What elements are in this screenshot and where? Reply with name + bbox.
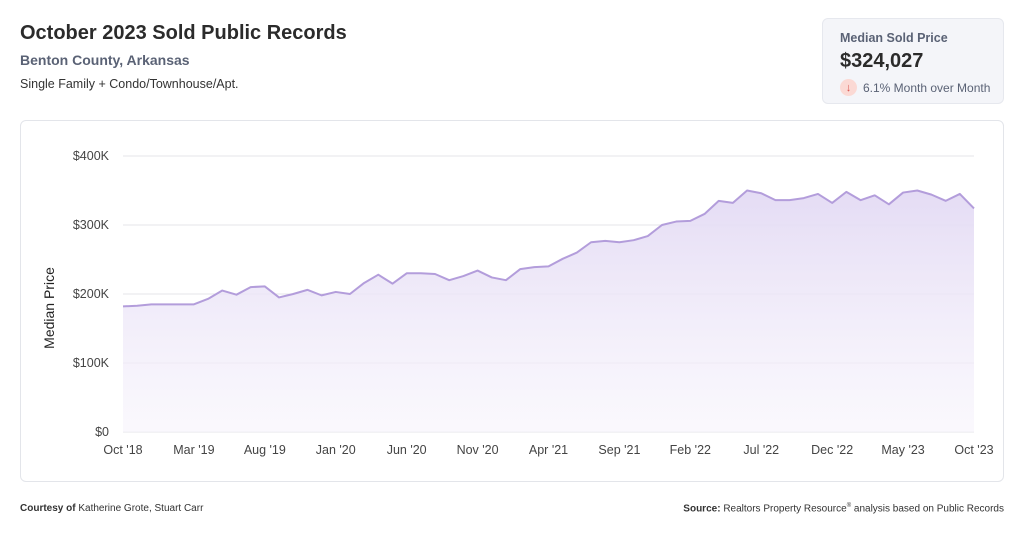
x-tick-label: May '23 bbox=[881, 443, 924, 457]
y-tick-label: $400K bbox=[73, 149, 110, 163]
x-tick-label: Feb '22 bbox=[670, 443, 711, 457]
y-tick-label: $300K bbox=[73, 218, 110, 232]
source-label: Source: bbox=[683, 503, 721, 515]
x-tick-label: Jul '22 bbox=[743, 443, 779, 457]
x-tick-label: Nov '20 bbox=[457, 443, 499, 457]
registered-mark: ® bbox=[846, 503, 852, 509]
series-line bbox=[122, 189, 975, 308]
courtesy-text: Courtesy of Katherine Grote, Stuart Carr bbox=[20, 503, 203, 514]
y-tick-label: $100K bbox=[73, 356, 110, 370]
stat-value: $324,027 bbox=[840, 50, 924, 72]
median-sold-price-card: Median Sold Price $324,027 ↓ 6.1% Month … bbox=[822, 18, 1004, 104]
x-tick-label: Apr '21 bbox=[529, 443, 568, 457]
x-tick-label: Oct '18 bbox=[103, 443, 142, 457]
courtesy-names: Katherine Grote, Stuart Carr bbox=[78, 503, 204, 514]
stat-change: ↓ 6.1% Month over Month bbox=[840, 79, 990, 96]
area-fill bbox=[123, 190, 974, 432]
x-tick-label: Jan '20 bbox=[316, 443, 356, 457]
courtesy-label: Courtesy of bbox=[20, 503, 76, 514]
x-tick-label: Oct '23 bbox=[954, 443, 993, 457]
x-tick-label: Mar '19 bbox=[173, 443, 214, 457]
source-text-a: Realtors Property Resource bbox=[723, 503, 847, 515]
location-subtitle: Benton County, Arkansas bbox=[20, 52, 190, 68]
median-price-chart: $0 $100K $200K $300K $400K Oct '18 Mar '19 Aug … bbox=[41, 149, 994, 457]
stat-label: Median Sold Price bbox=[840, 31, 948, 45]
page-title: October 2023 Sold Public Records bbox=[20, 22, 347, 44]
y-tick-label: $0 bbox=[95, 425, 109, 439]
chart-container: $0 $100K $200K $300K $400K Oct '18 Mar '19 Aug … bbox=[20, 120, 1004, 482]
x-tick-label: Sep '21 bbox=[598, 443, 640, 457]
stat-change-text: 6.1% Month over Month bbox=[863, 80, 991, 95]
y-tick-label: $200K bbox=[73, 287, 110, 301]
property-types-label: Single Family + Condo/Townhouse/Apt. bbox=[20, 77, 239, 91]
x-tick-label: Jun '20 bbox=[387, 443, 427, 457]
arrow-down-icon: ↓ bbox=[840, 79, 857, 96]
y-axis-label: Median Price bbox=[41, 267, 57, 349]
source-text: Source: Realtors Property Resource® anal… bbox=[683, 503, 1004, 514]
x-tick-label: Aug '19 bbox=[244, 443, 286, 457]
source-text-b: analysis based on Public Records bbox=[851, 503, 1004, 515]
x-tick-label: Dec '22 bbox=[811, 443, 853, 457]
